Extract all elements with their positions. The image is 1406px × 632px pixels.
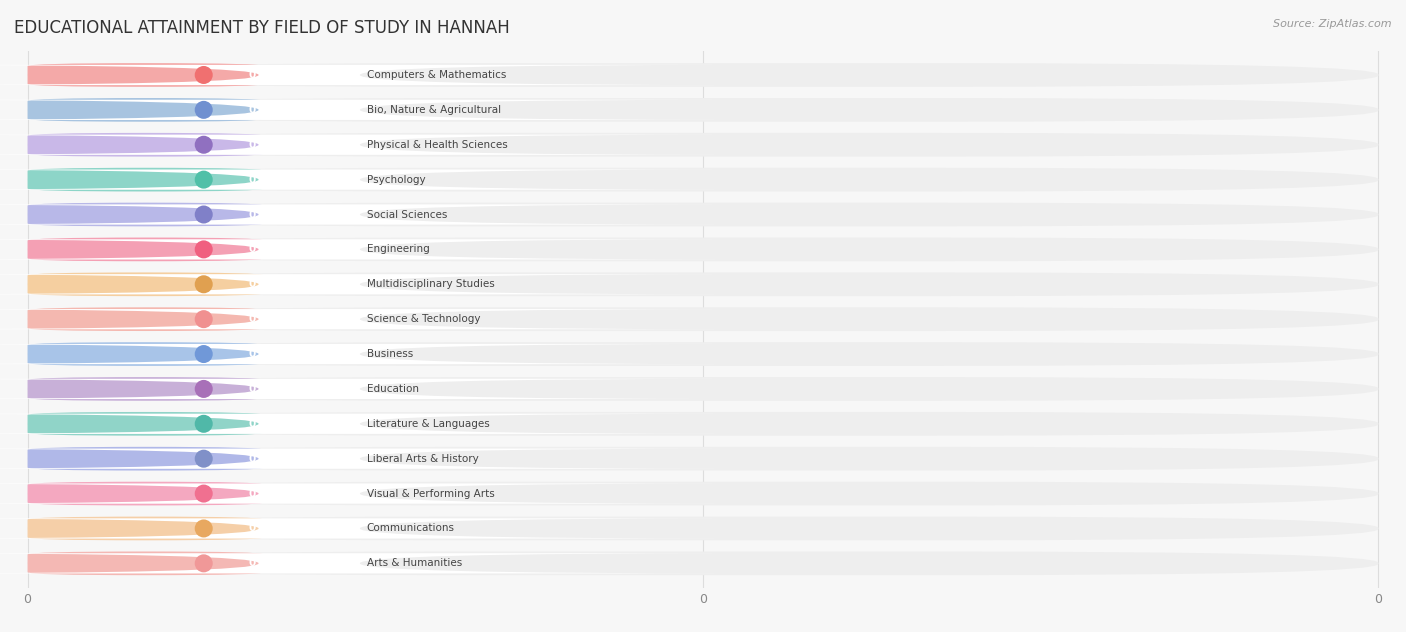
FancyBboxPatch shape bbox=[28, 307, 264, 331]
Ellipse shape bbox=[194, 205, 212, 224]
FancyBboxPatch shape bbox=[28, 203, 1378, 226]
Ellipse shape bbox=[194, 554, 212, 573]
FancyBboxPatch shape bbox=[0, 169, 748, 190]
FancyBboxPatch shape bbox=[0, 100, 748, 120]
FancyBboxPatch shape bbox=[28, 412, 264, 435]
FancyBboxPatch shape bbox=[28, 98, 264, 122]
FancyBboxPatch shape bbox=[0, 518, 748, 538]
Text: 0: 0 bbox=[249, 314, 256, 324]
Text: Bio, Nature & Agricultural: Bio, Nature & Agricultural bbox=[367, 105, 501, 115]
Text: 0: 0 bbox=[249, 174, 256, 185]
Text: Communications: Communications bbox=[367, 523, 454, 533]
FancyBboxPatch shape bbox=[28, 203, 264, 226]
FancyBboxPatch shape bbox=[0, 414, 748, 434]
Text: 0: 0 bbox=[249, 558, 256, 568]
FancyBboxPatch shape bbox=[0, 65, 748, 85]
FancyBboxPatch shape bbox=[28, 552, 1378, 575]
FancyBboxPatch shape bbox=[28, 167, 1378, 191]
FancyBboxPatch shape bbox=[0, 274, 748, 295]
Text: 0: 0 bbox=[249, 454, 256, 464]
Text: 0: 0 bbox=[249, 489, 256, 499]
FancyBboxPatch shape bbox=[28, 167, 264, 191]
Ellipse shape bbox=[194, 276, 212, 293]
Text: Arts & Humanities: Arts & Humanities bbox=[367, 558, 463, 568]
Ellipse shape bbox=[194, 520, 212, 537]
FancyBboxPatch shape bbox=[0, 379, 748, 399]
Text: 0: 0 bbox=[249, 140, 256, 150]
Text: Social Sciences: Social Sciences bbox=[367, 210, 447, 219]
FancyBboxPatch shape bbox=[28, 516, 1378, 540]
FancyBboxPatch shape bbox=[28, 377, 1378, 401]
Text: Business: Business bbox=[367, 349, 413, 359]
FancyBboxPatch shape bbox=[0, 309, 748, 329]
FancyBboxPatch shape bbox=[0, 240, 748, 260]
Ellipse shape bbox=[194, 345, 212, 363]
FancyBboxPatch shape bbox=[28, 482, 1378, 506]
Ellipse shape bbox=[194, 101, 212, 119]
FancyBboxPatch shape bbox=[28, 63, 1378, 87]
Text: 0: 0 bbox=[249, 70, 256, 80]
Text: 0: 0 bbox=[249, 105, 256, 115]
Ellipse shape bbox=[194, 485, 212, 502]
Text: 0: 0 bbox=[249, 384, 256, 394]
Text: Engineering: Engineering bbox=[367, 245, 429, 255]
FancyBboxPatch shape bbox=[28, 272, 1378, 296]
Text: Science & Technology: Science & Technology bbox=[367, 314, 479, 324]
Text: Liberal Arts & History: Liberal Arts & History bbox=[367, 454, 478, 464]
Ellipse shape bbox=[194, 66, 212, 84]
FancyBboxPatch shape bbox=[0, 553, 748, 573]
Text: 0: 0 bbox=[249, 349, 256, 359]
FancyBboxPatch shape bbox=[0, 204, 748, 224]
Text: 0: 0 bbox=[249, 419, 256, 428]
Text: Physical & Health Sciences: Physical & Health Sciences bbox=[367, 140, 508, 150]
FancyBboxPatch shape bbox=[28, 342, 1378, 366]
FancyBboxPatch shape bbox=[28, 552, 264, 575]
Text: EDUCATIONAL ATTAINMENT BY FIELD OF STUDY IN HANNAH: EDUCATIONAL ATTAINMENT BY FIELD OF STUDY… bbox=[14, 19, 510, 37]
FancyBboxPatch shape bbox=[28, 133, 264, 157]
Text: Source: ZipAtlas.com: Source: ZipAtlas.com bbox=[1274, 19, 1392, 29]
Text: Visual & Performing Arts: Visual & Performing Arts bbox=[367, 489, 495, 499]
FancyBboxPatch shape bbox=[28, 63, 264, 87]
FancyBboxPatch shape bbox=[0, 449, 748, 469]
FancyBboxPatch shape bbox=[28, 238, 264, 261]
Ellipse shape bbox=[194, 415, 212, 433]
Ellipse shape bbox=[194, 136, 212, 154]
Ellipse shape bbox=[194, 450, 212, 468]
FancyBboxPatch shape bbox=[0, 344, 748, 364]
Text: Education: Education bbox=[367, 384, 419, 394]
Ellipse shape bbox=[194, 240, 212, 258]
FancyBboxPatch shape bbox=[28, 516, 264, 540]
Text: 0: 0 bbox=[249, 245, 256, 255]
FancyBboxPatch shape bbox=[28, 307, 1378, 331]
FancyBboxPatch shape bbox=[28, 238, 1378, 261]
FancyBboxPatch shape bbox=[0, 483, 748, 504]
Ellipse shape bbox=[194, 310, 212, 328]
FancyBboxPatch shape bbox=[28, 412, 1378, 435]
Text: Multidisciplinary Studies: Multidisciplinary Studies bbox=[367, 279, 495, 289]
FancyBboxPatch shape bbox=[28, 447, 264, 471]
FancyBboxPatch shape bbox=[28, 272, 264, 296]
Text: Literature & Languages: Literature & Languages bbox=[367, 419, 489, 428]
FancyBboxPatch shape bbox=[28, 133, 1378, 157]
Text: 0: 0 bbox=[249, 523, 256, 533]
FancyBboxPatch shape bbox=[28, 482, 264, 506]
FancyBboxPatch shape bbox=[28, 342, 264, 366]
FancyBboxPatch shape bbox=[28, 447, 1378, 471]
FancyBboxPatch shape bbox=[28, 377, 264, 401]
Ellipse shape bbox=[194, 380, 212, 398]
FancyBboxPatch shape bbox=[28, 98, 1378, 122]
Text: 0: 0 bbox=[249, 210, 256, 219]
FancyBboxPatch shape bbox=[0, 135, 748, 155]
Text: 0: 0 bbox=[249, 279, 256, 289]
Text: Psychology: Psychology bbox=[367, 174, 425, 185]
Ellipse shape bbox=[194, 171, 212, 188]
Text: Computers & Mathematics: Computers & Mathematics bbox=[367, 70, 506, 80]
